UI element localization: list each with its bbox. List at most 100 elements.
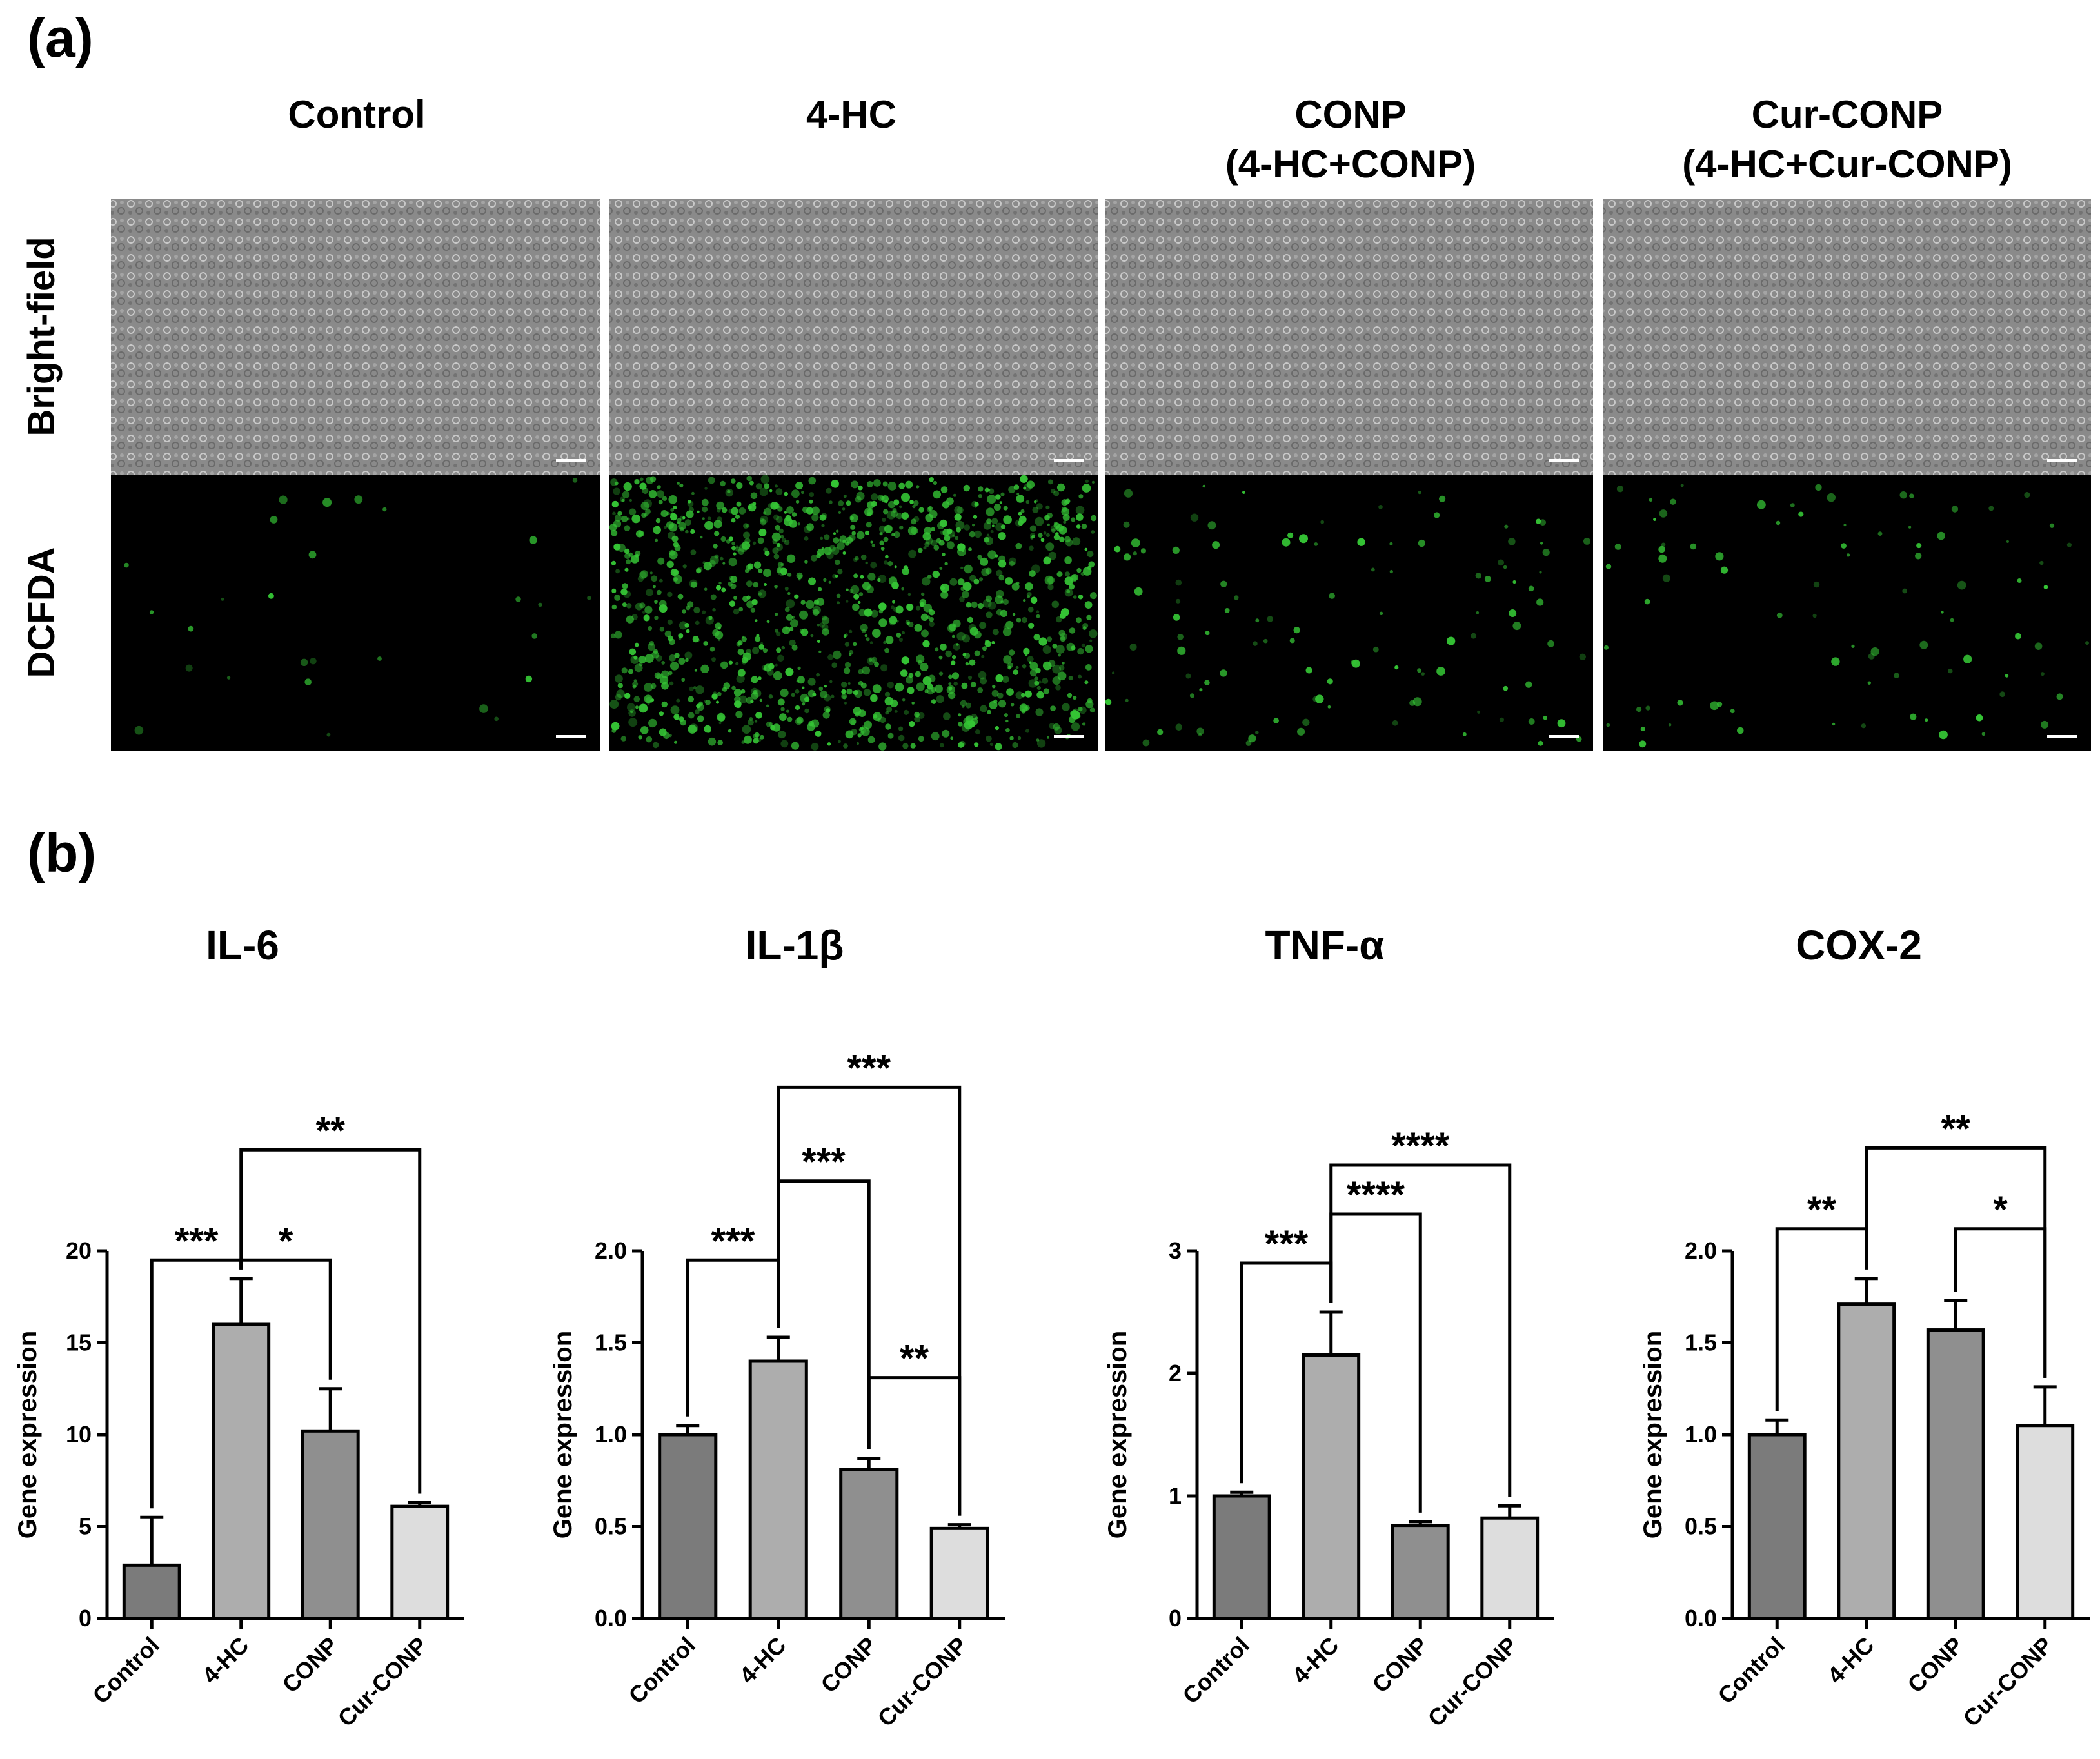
fluorescent-cell [1059, 536, 1065, 542]
fluorescent-cell [634, 479, 640, 485]
fluorescent-cell [931, 732, 940, 741]
fluorescent-cell [964, 524, 970, 531]
fluorescent-cell [807, 678, 816, 686]
fluorescent-cell [956, 507, 964, 514]
fluorescent-cell [851, 480, 859, 489]
fluorescent-cell [1029, 545, 1034, 551]
fluorescent-cell [1058, 629, 1065, 637]
fluorescent-cell [854, 556, 859, 561]
fluorescent-cell [757, 737, 762, 742]
fluorescent-cell [794, 594, 799, 599]
fluorescent-cell [687, 500, 691, 504]
fluorescent-cell [755, 483, 762, 490]
fluorescent-cell [695, 685, 704, 694]
fluorescent-cell [753, 561, 762, 569]
fluorescent-cell [1503, 685, 1509, 691]
fluorescent-cell [1899, 491, 1907, 499]
fluorescent-cell [966, 602, 972, 608]
fluorescent-cell [751, 599, 758, 605]
fluorescent-cell [752, 647, 760, 654]
significance-label: **** [1391, 1125, 1450, 1167]
fluorescent-cell [739, 695, 748, 703]
fluorescent-cell [882, 518, 886, 522]
fluorescent-cell [1055, 532, 1059, 536]
fluorescent-cell [1536, 598, 1544, 606]
fluorescent-cell [969, 531, 976, 538]
fluorescent-cell [962, 582, 972, 591]
scale-bar [556, 735, 586, 738]
fluorescent-cell [960, 700, 967, 707]
fluorescent-cell [824, 547, 832, 555]
fluorescent-cell [750, 492, 758, 500]
significance-bracket [1329, 1163, 1512, 1497]
fluorescent-cell [664, 630, 672, 638]
fluorescent-cell [860, 682, 867, 689]
fluorescent-cell [661, 661, 666, 665]
fluorescent-cell [786, 554, 796, 563]
fluorescent-cell [992, 629, 999, 636]
fluorescent-cell [1056, 571, 1063, 577]
scale-bar [2047, 735, 2077, 738]
fluorescent-cell [982, 598, 992, 608]
fluorescent-cell [811, 742, 819, 751]
fluorescent-cell [846, 500, 851, 506]
fluorescent-cell [1069, 627, 1076, 634]
fluorescent-cell [1062, 703, 1070, 711]
fluorescent-cell [871, 544, 875, 547]
fluorescent-cell [1047, 513, 1053, 518]
fluorescent-cell [714, 554, 719, 559]
significance-label: * [279, 1220, 293, 1262]
fluorescent-cell [1528, 718, 1535, 725]
fluorescent-cell [956, 631, 966, 641]
fluorescent-cell [704, 587, 708, 591]
fluorescent-cell [648, 718, 657, 728]
fluorescent-cell [1289, 638, 1295, 644]
fluorescent-cell [998, 575, 1005, 581]
fluorescent-cell [722, 507, 728, 513]
fluorescent-cell [1045, 533, 1050, 538]
fluorescent-cell [965, 662, 969, 666]
fluorescent-cell [1421, 672, 1425, 676]
fluorescent-cell [1234, 595, 1239, 600]
fluorescent-cell [1287, 532, 1294, 538]
fluorescent-cell [760, 475, 770, 484]
fluorescent-cell [1023, 486, 1027, 490]
fluorescent-cell [802, 506, 809, 513]
fluorescent-cell [958, 742, 964, 748]
fluorescent-cell [1078, 595, 1084, 600]
fluorescent-cell [974, 530, 982, 538]
fluorescent-cell [1614, 543, 1621, 550]
fluorescent-cell [958, 713, 962, 717]
fluorescent-cell [728, 582, 733, 587]
fluorescent-cell [824, 685, 827, 688]
fluorescent-cell [850, 524, 856, 530]
fluorescent-cell [1043, 688, 1050, 694]
fluorescent-cell [270, 516, 278, 524]
fluorescent-cell [1937, 531, 1945, 540]
bar-4hc [748, 1359, 808, 1620]
fluorescent-cell [884, 647, 889, 653]
fluorescent-cell [858, 727, 862, 731]
fluorescent-cell [1111, 671, 1115, 674]
fluorescent-cell [1832, 722, 1836, 726]
fluorescent-cell [1047, 636, 1053, 642]
fluorescent-cell [823, 578, 827, 582]
fluorescent-cell [784, 511, 787, 514]
fluorescent-cell [984, 487, 989, 493]
fluorescent-cell [824, 706, 831, 713]
fluorescent-cell [642, 487, 649, 495]
fluorescent-cell [998, 532, 1006, 540]
fluorescent-cell [821, 524, 825, 527]
fluorescent-cell [711, 657, 716, 662]
fluorescent-cell [609, 700, 619, 709]
fluorescent-cell [991, 641, 995, 644]
fluorescent-cell [711, 693, 718, 700]
y-tick-label: 1.5 [1685, 1330, 1717, 1356]
fluorescent-cell [957, 543, 966, 551]
fluorescent-cell [857, 531, 865, 540]
fluorescent-cell [644, 654, 654, 663]
fluorescent-cell [1023, 598, 1026, 602]
fluorescent-cell [746, 649, 752, 655]
fluorescent-cell [763, 569, 772, 577]
fluorescent-cell [919, 598, 927, 606]
